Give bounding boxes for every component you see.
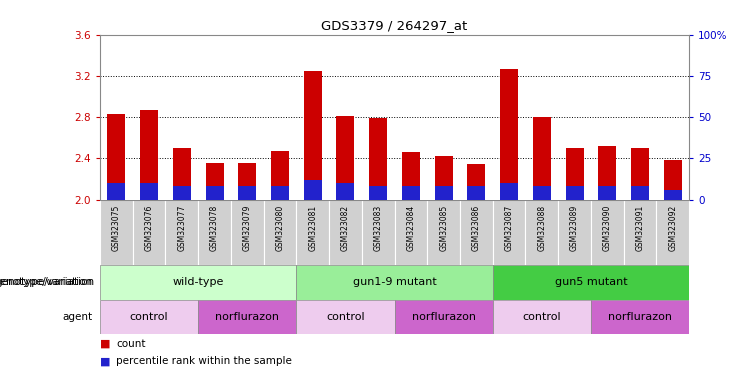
Text: control: control	[522, 312, 561, 322]
Bar	[199, 300, 296, 334]
Bar	[394, 200, 428, 265]
Bar	[296, 300, 394, 334]
Bar	[165, 200, 199, 265]
Text: genotype/variation: genotype/variation	[0, 277, 93, 287]
Bar	[591, 300, 689, 334]
Bar	[631, 148, 649, 200]
Text: count: count	[116, 339, 146, 349]
Bar	[565, 148, 584, 200]
Bar	[664, 190, 682, 200]
Text: GSM323090: GSM323090	[603, 205, 612, 251]
Bar	[591, 200, 624, 265]
Bar	[100, 200, 133, 265]
Bar	[271, 187, 289, 200]
Text: norflurazon: norflurazon	[608, 312, 672, 322]
Text: gun5 mutant: gun5 mutant	[554, 277, 628, 287]
Bar	[565, 187, 584, 200]
Bar	[493, 200, 525, 265]
Text: GSM323092: GSM323092	[668, 205, 677, 251]
Bar	[173, 148, 191, 200]
Bar	[205, 162, 224, 200]
Bar	[369, 187, 388, 200]
Bar	[140, 110, 158, 200]
Bar	[239, 162, 256, 200]
Title: GDS3379 / 264297_at: GDS3379 / 264297_at	[322, 19, 468, 32]
Bar	[336, 116, 354, 200]
Text: GSM323083: GSM323083	[373, 205, 382, 251]
Bar	[624, 200, 657, 265]
Text: GSM323091: GSM323091	[636, 205, 645, 251]
Bar	[133, 200, 165, 265]
Bar	[533, 187, 551, 200]
Text: percentile rank within the sample: percentile rank within the sample	[116, 356, 292, 366]
Bar	[657, 200, 689, 265]
Bar	[500, 69, 518, 200]
Bar	[435, 187, 453, 200]
Text: GSM323089: GSM323089	[570, 205, 579, 251]
Text: GSM323087: GSM323087	[505, 205, 514, 251]
Bar	[173, 187, 191, 200]
Text: GSM323086: GSM323086	[472, 205, 481, 251]
Bar	[205, 187, 224, 200]
Bar	[107, 114, 125, 200]
Bar	[533, 117, 551, 200]
Bar	[558, 200, 591, 265]
Text: control: control	[130, 312, 168, 322]
Text: GSM323078: GSM323078	[210, 205, 219, 251]
Text: genotype/variation: genotype/variation	[0, 277, 94, 287]
Text: GSM323079: GSM323079	[243, 205, 252, 251]
Text: GSM323084: GSM323084	[407, 205, 416, 251]
Bar	[304, 180, 322, 200]
Bar	[664, 161, 682, 200]
Text: wild-type: wild-type	[173, 277, 224, 287]
Bar	[468, 164, 485, 200]
Text: GSM323077: GSM323077	[177, 205, 186, 251]
Text: GSM323081: GSM323081	[308, 205, 317, 251]
Bar	[428, 200, 460, 265]
Text: GSM323088: GSM323088	[537, 205, 546, 251]
Bar	[296, 200, 329, 265]
Bar	[100, 265, 296, 300]
Text: GSM323076: GSM323076	[144, 205, 153, 251]
Bar	[435, 156, 453, 200]
Text: ■: ■	[100, 356, 114, 366]
Bar	[598, 187, 617, 200]
Bar	[468, 187, 485, 200]
Bar	[460, 200, 493, 265]
Bar	[264, 200, 296, 265]
Text: gun1-9 mutant: gun1-9 mutant	[353, 277, 436, 287]
Text: norflurazon: norflurazon	[412, 312, 476, 322]
Bar	[493, 300, 591, 334]
Bar	[336, 183, 354, 200]
Text: ■: ■	[100, 339, 114, 349]
Bar	[271, 151, 289, 200]
Bar	[369, 118, 388, 200]
Bar	[100, 300, 199, 334]
Bar	[231, 200, 264, 265]
Bar	[500, 183, 518, 200]
Bar	[394, 300, 493, 334]
Bar	[107, 183, 125, 200]
Text: agent: agent	[62, 312, 93, 322]
Text: GSM323085: GSM323085	[439, 205, 448, 251]
Text: GSM323075: GSM323075	[112, 205, 121, 251]
Bar	[199, 200, 231, 265]
Bar	[362, 200, 395, 265]
Text: control: control	[326, 312, 365, 322]
Bar	[239, 187, 256, 200]
Bar	[402, 152, 420, 200]
Bar	[402, 187, 420, 200]
Bar	[631, 187, 649, 200]
Bar	[304, 71, 322, 200]
Text: GSM323082: GSM323082	[341, 205, 350, 251]
Text: GSM323080: GSM323080	[276, 205, 285, 251]
Bar	[140, 183, 158, 200]
Bar	[493, 265, 689, 300]
Bar	[296, 265, 493, 300]
Text: norflurazon: norflurazon	[216, 312, 279, 322]
Bar	[598, 146, 617, 200]
Bar	[525, 200, 558, 265]
Bar	[329, 200, 362, 265]
